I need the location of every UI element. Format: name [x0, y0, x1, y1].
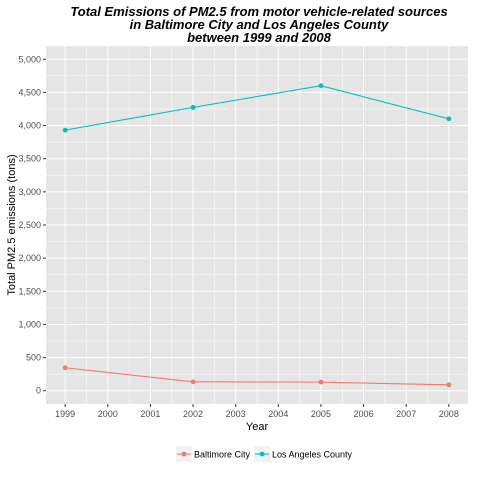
x-tick-label: 2001	[140, 409, 160, 419]
y-tick-label: 2,000	[18, 253, 41, 263]
y-tick-label: 1,500	[18, 286, 41, 296]
data-point	[446, 116, 452, 122]
data-point	[446, 382, 452, 388]
legend-label: Baltimore City	[194, 450, 251, 460]
data-point	[190, 104, 196, 110]
x-tick-label: 2006	[354, 409, 374, 419]
data-point	[190, 379, 196, 385]
data-point	[318, 83, 324, 89]
x-tick-label: 2000	[98, 409, 118, 419]
y-axis-title: Total PM2.5 emissions (tons)	[6, 154, 18, 295]
y-axis: 0 500 1,000 1,500 2,000 2,500 3,000 3,500 4,000 4…	[18, 54, 46, 396]
x-tick-label: 2003	[226, 409, 246, 419]
x-tick-label: 1999	[55, 409, 75, 419]
x-tick-label: 2004	[268, 409, 288, 419]
chart-title-line-1: Total Emissions of PM2.5 from motor vehi…	[70, 4, 447, 19]
x-tick-label: 2002	[183, 409, 203, 419]
chart-title-line-3: between 1999 and 2008	[187, 30, 332, 45]
y-tick-label: 3,000	[18, 187, 41, 197]
legend: Baltimore City Los Angeles County	[176, 446, 353, 462]
y-tick-label: 4,000	[18, 121, 41, 131]
y-tick-label: 0	[36, 386, 41, 396]
data-point	[62, 127, 68, 133]
y-tick-label: 4,500	[18, 87, 41, 97]
x-axis-title: Year	[246, 421, 269, 433]
legend-key-point	[181, 451, 187, 457]
y-tick-label: 500	[26, 353, 41, 363]
legend-key-point	[259, 451, 265, 457]
data-point	[318, 379, 324, 385]
data-point	[62, 365, 68, 371]
x-tick-label: 2005	[311, 409, 331, 419]
x-tick-label: 2007	[396, 409, 416, 419]
x-tick-label: 2008	[439, 409, 459, 419]
grid-major-lines	[46, 46, 468, 404]
y-tick-label: 2,500	[18, 220, 41, 230]
chart-title: Total Emissions of PM2.5 from motor vehi…	[70, 4, 447, 45]
y-tick-label: 3,500	[18, 154, 41, 164]
legend-label: Los Angeles County	[272, 450, 353, 460]
x-axis: 1999 2000 2001 2002 2003 2004 2005 2006 2007 2008	[55, 404, 459, 419]
series-layer	[62, 83, 452, 388]
y-tick-label: 5,000	[18, 54, 41, 64]
chart-title-line-2: in Baltimore City and Los Angeles County	[130, 17, 390, 32]
series-line-0	[65, 367, 449, 386]
y-tick-label: 1,000	[18, 319, 41, 329]
series-line-1	[65, 85, 449, 131]
